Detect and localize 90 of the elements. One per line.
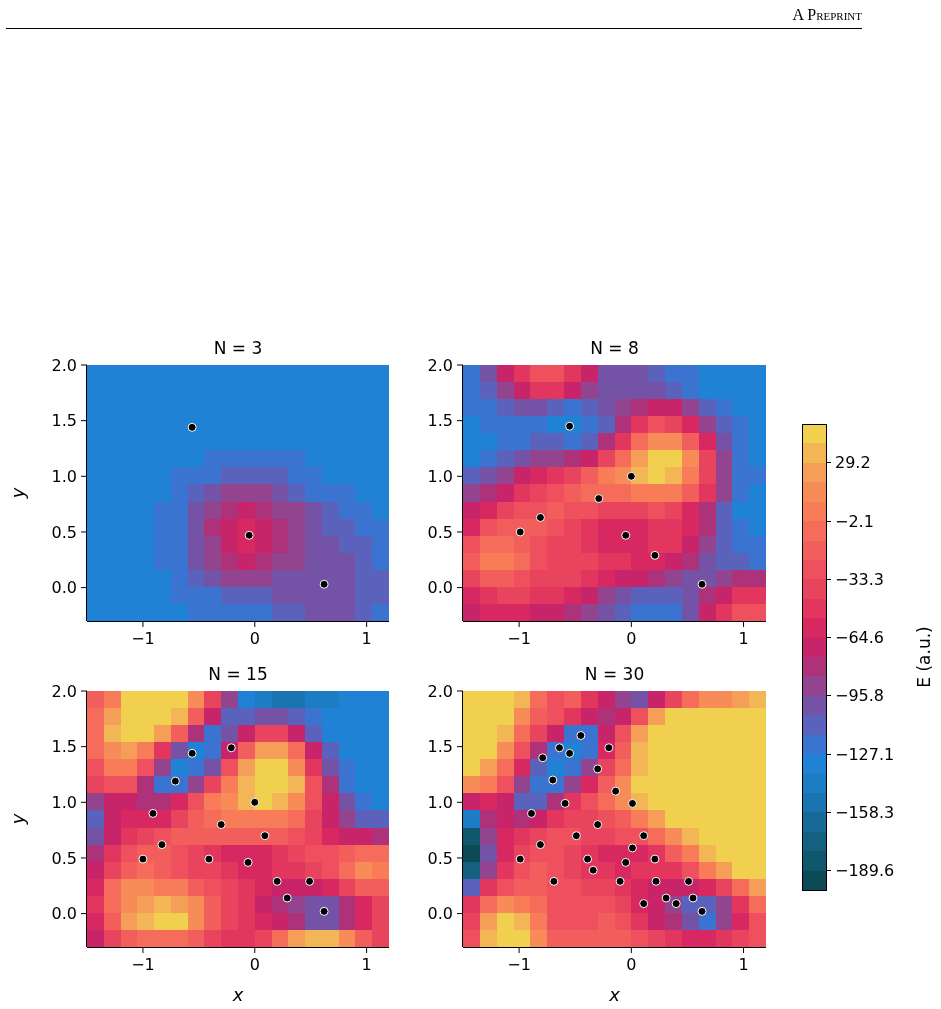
point	[282, 893, 292, 903]
point	[650, 854, 660, 864]
point	[250, 797, 260, 807]
y-tick-label: 1.0	[427, 466, 453, 486]
color-bar-label: −158.3	[835, 802, 895, 822]
color-bar-label: −64.6	[835, 628, 885, 648]
point	[661, 893, 671, 903]
point	[560, 798, 570, 808]
y-tick-label: 0.5	[51, 848, 77, 868]
color-bar-label: −127.1	[835, 744, 895, 764]
point	[549, 876, 559, 886]
chart-title: N = 30	[584, 664, 645, 684]
point	[650, 550, 660, 560]
point	[319, 579, 329, 589]
point	[148, 808, 158, 818]
point	[593, 764, 603, 774]
color-bar-label: 29.2	[835, 453, 871, 473]
color-bar-title: E (a.u.)	[914, 626, 934, 688]
chart-title: N = 8	[590, 338, 639, 358]
point	[535, 512, 545, 522]
point	[272, 876, 282, 886]
point	[651, 876, 661, 886]
point	[319, 906, 329, 916]
x-tick-label: −1	[131, 629, 155, 648]
y-tick-label: 0.5	[427, 522, 453, 542]
y-axis-title: y	[7, 813, 28, 826]
y-tick-label: 0.5	[427, 848, 453, 868]
y-tick-label: 1.5	[51, 737, 77, 757]
y-tick-label: 1.0	[51, 466, 77, 486]
color-bar-label: −189.6	[835, 861, 895, 881]
x-tick-label: 0	[626, 955, 637, 974]
x-tick-label: 0	[626, 629, 637, 648]
point	[538, 753, 548, 763]
chart-title: N = 15	[208, 664, 268, 684]
y-tick-label: 2.0	[427, 355, 453, 375]
y-tick-label: 0.0	[427, 578, 453, 598]
point	[594, 494, 604, 504]
y-tick-label: 0.0	[427, 904, 453, 924]
point	[243, 857, 253, 867]
x-tick-label: 1	[361, 629, 372, 648]
y-tick-label: 1.0	[427, 792, 453, 812]
y-tick-label: 0.5	[51, 522, 77, 542]
x-tick-label: −1	[507, 629, 531, 648]
x-tick-label: 0	[249, 629, 260, 648]
y-axis-title: y	[7, 487, 28, 500]
point	[593, 820, 603, 830]
y-tick-label: 1.5	[427, 411, 453, 431]
x-tick-label: 1	[361, 955, 372, 974]
y-tick-label: 1.0	[51, 792, 77, 812]
y-tick-label: 0.0	[51, 904, 77, 924]
y-tick-label: 1.5	[51, 411, 77, 431]
point	[515, 854, 525, 864]
y-tick-label: 2.0	[427, 681, 453, 701]
point	[626, 471, 636, 481]
point	[216, 820, 226, 830]
point	[684, 876, 694, 886]
point	[204, 854, 214, 864]
x-axis-title: x	[608, 984, 621, 1005]
point	[576, 731, 586, 741]
x-tick-label: 1	[738, 629, 749, 648]
point	[621, 857, 631, 867]
point	[583, 854, 593, 864]
point	[688, 893, 698, 903]
x-tick-label: 1	[738, 955, 749, 974]
point	[535, 840, 545, 850]
x-tick-label: −1	[507, 955, 531, 974]
y-tick-label: 2.0	[51, 681, 77, 701]
point	[157, 840, 167, 850]
point	[627, 843, 637, 853]
y-tick-label: 1.5	[427, 737, 453, 757]
point	[305, 876, 315, 886]
color-bar-label: −33.3	[835, 569, 885, 589]
x-axis-title: x	[231, 984, 244, 1005]
point	[615, 876, 625, 886]
point	[526, 808, 536, 818]
color-bar-label: −95.8	[835, 686, 885, 706]
y-tick-label: 0.0	[51, 578, 77, 598]
point	[697, 906, 707, 916]
point	[627, 798, 637, 808]
y-tick-label: 2.0	[51, 355, 77, 375]
x-tick-label: −1	[131, 955, 155, 974]
color-bar-label: −2.1	[835, 511, 874, 531]
point	[697, 579, 707, 589]
point	[611, 786, 621, 796]
point	[621, 530, 631, 540]
point	[138, 854, 148, 864]
text: A Preprint	[792, 6, 863, 23]
point	[244, 530, 254, 540]
x-tick-label: 0	[249, 955, 260, 974]
chart-title: N = 3	[213, 338, 263, 358]
